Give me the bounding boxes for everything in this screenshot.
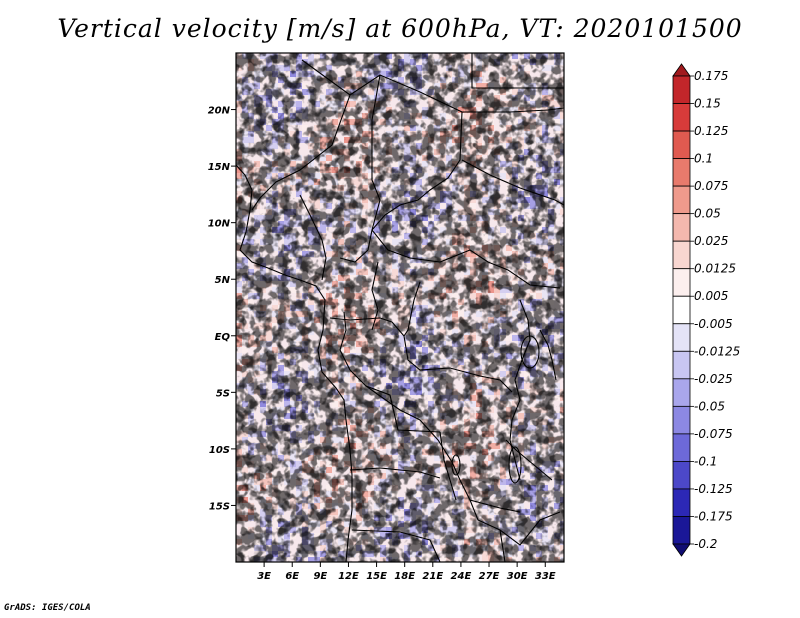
x-tick-label: 33E: [535, 571, 556, 582]
colorbar-label: -0.2: [694, 537, 717, 551]
colorbar-label: -0.05: [694, 399, 725, 413]
x-tick-label: 6E: [285, 571, 299, 582]
map-borders: [236, 53, 564, 562]
colorbar-segment: [672, 213, 691, 242]
x-tick-label: 15E: [366, 571, 387, 582]
colorbar-label: -0.125: [694, 482, 733, 496]
colorbar-segment: [672, 516, 691, 545]
colorbar-label: -0.025: [694, 372, 733, 386]
colorbar-label: 0.125: [694, 124, 728, 138]
colorbar-segment: [672, 103, 691, 132]
y-tick-label: 10S: [209, 445, 230, 456]
y-tick-label: 20N: [208, 106, 231, 117]
colorbar-segment: [672, 295, 691, 325]
grads-credit: GrADS: IGES/COLA: [4, 603, 91, 613]
colorbar-label: 0.075: [694, 179, 728, 193]
colorbar-segment: [672, 488, 691, 517]
velocity-field: [236, 53, 564, 562]
y-tick-label: 15N: [208, 162, 231, 173]
colorbar-segment: [672, 405, 691, 435]
x-tick-label: 12E: [338, 571, 359, 582]
colorbar-segment: [672, 461, 691, 490]
colorbar-bottom-arrow: [672, 543, 691, 557]
map-frame: [235, 52, 565, 563]
chart-title: Vertical velocity [m/s] at 600hPa, VT: 2…: [57, 14, 743, 43]
colorbar-segment: [672, 240, 691, 270]
x-tick-label: 18E: [394, 571, 415, 582]
y-tick-label: 15S: [209, 501, 230, 512]
x-tick-label: 9E: [313, 571, 327, 582]
colorbar-label: 0.025: [694, 234, 728, 248]
y-axis: 20N 15N 10N 5N EQ 5S 10S 15S: [208, 106, 236, 512]
colorbar-label: 0.005: [694, 289, 728, 303]
x-tick-label: 27E: [479, 571, 500, 582]
colorbar-segment: [672, 75, 691, 104]
colorbar-segment: [672, 350, 691, 380]
colorbar-segment: [672, 378, 691, 407]
colorbar-label: 0.175: [694, 69, 728, 83]
negative-speckle: [236, 53, 564, 562]
colorbar-top-arrow: [672, 63, 691, 77]
colorbar-segment: [672, 130, 691, 159]
y-tick-label: 10N: [208, 219, 231, 230]
colorbar-label: -0.005: [694, 317, 733, 331]
x-axis: 3E 6E 9E 12E 15E 18E 21E 24E 27E 30E 33E: [257, 562, 556, 582]
y-tick-label: 5S: [216, 388, 230, 399]
colorbar-label: -0.075: [694, 427, 733, 441]
x-tick-label: 24E: [451, 571, 472, 582]
y-tick-label: 5N: [215, 275, 231, 286]
colorbar: 0.175 0.15 0.125 0.1 0.075 0.05 0.025 0.0125 0.0…: [672, 63, 740, 557]
x-tick-label: 3E: [257, 571, 271, 582]
colorbar-label: 0.05: [694, 207, 721, 221]
colorbar-segment: [672, 158, 691, 187]
colorbar-label: 0.15: [694, 97, 721, 111]
colorbar-label: 0.1: [694, 152, 713, 166]
colorbar-segment: [672, 323, 691, 352]
colorbar-segment: [672, 185, 691, 215]
x-tick-label: 30E: [507, 571, 528, 582]
colorbar-segment: [672, 268, 691, 297]
x-tick-label: 21E: [422, 571, 443, 582]
colorbar-label: 0.0125: [694, 262, 736, 276]
colorbar-segment: [672, 433, 691, 462]
colorbar-label: -0.175: [694, 509, 733, 523]
y-tick-label: EQ: [215, 332, 231, 343]
colorbar-label: -0.0125: [694, 344, 740, 358]
colorbar-label: -0.1: [694, 454, 717, 468]
